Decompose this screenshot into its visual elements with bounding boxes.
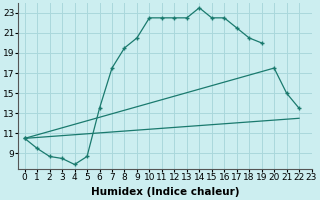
X-axis label: Humidex (Indice chaleur): Humidex (Indice chaleur): [91, 187, 239, 197]
